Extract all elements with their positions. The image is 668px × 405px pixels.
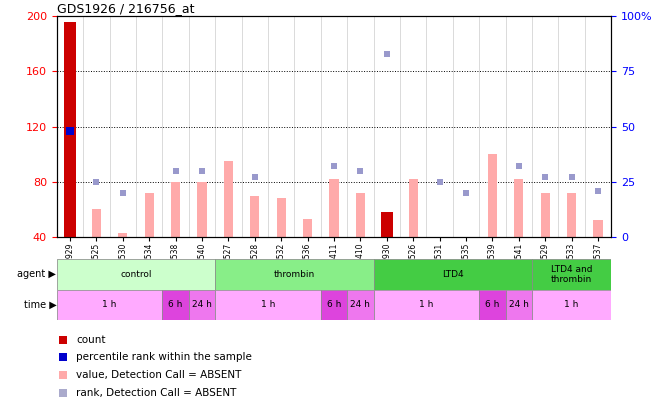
Text: 6 h: 6 h	[327, 300, 341, 309]
Bar	[506, 290, 532, 320]
Bar	[329, 179, 339, 237]
Bar	[64, 22, 76, 237]
Text: LTD4 and
thrombin: LTD4 and thrombin	[551, 265, 593, 284]
Text: time ▶: time ▶	[23, 300, 56, 310]
Text: LTD4: LTD4	[442, 270, 464, 279]
Text: count: count	[76, 335, 106, 345]
Bar	[381, 212, 393, 237]
Bar	[215, 290, 321, 320]
Bar	[321, 290, 347, 320]
Text: 6 h: 6 h	[485, 300, 500, 309]
Bar	[356, 193, 365, 237]
Bar	[540, 193, 550, 237]
Bar	[593, 220, 603, 237]
Bar	[303, 219, 312, 237]
Bar	[347, 290, 373, 320]
Bar	[215, 259, 373, 290]
Bar	[435, 237, 444, 254]
Text: 1 h: 1 h	[420, 300, 434, 309]
Text: 6 h: 6 h	[168, 300, 183, 309]
Bar	[277, 198, 286, 237]
Text: agent ▶: agent ▶	[17, 269, 56, 279]
Bar	[532, 290, 611, 320]
Text: value, Detection Call = ABSENT: value, Detection Call = ABSENT	[76, 371, 242, 380]
Bar	[144, 193, 154, 237]
Bar	[250, 196, 259, 237]
Bar	[409, 179, 418, 237]
Text: 1 h: 1 h	[261, 300, 275, 309]
Bar	[373, 290, 479, 320]
Bar	[514, 179, 524, 237]
Bar	[57, 259, 215, 290]
Text: 1 h: 1 h	[102, 300, 117, 309]
Text: 24 h: 24 h	[351, 300, 370, 309]
Bar	[567, 193, 576, 237]
Text: 24 h: 24 h	[192, 300, 212, 309]
Bar	[479, 290, 506, 320]
Bar	[92, 209, 101, 237]
Bar	[532, 259, 611, 290]
Bar	[224, 161, 233, 237]
Bar	[373, 259, 532, 290]
Text: rank, Detection Call = ABSENT: rank, Detection Call = ABSENT	[76, 388, 236, 399]
Text: control: control	[120, 270, 152, 279]
Bar	[118, 233, 128, 237]
Bar	[162, 290, 189, 320]
Bar	[462, 237, 471, 240]
Text: 24 h: 24 h	[509, 300, 529, 309]
Bar	[197, 182, 206, 237]
Bar	[189, 290, 215, 320]
Text: GDS1926 / 216756_at: GDS1926 / 216756_at	[57, 2, 194, 15]
Bar	[57, 290, 162, 320]
Text: 1 h: 1 h	[564, 300, 578, 309]
Text: thrombin: thrombin	[274, 270, 315, 279]
Bar	[488, 154, 497, 237]
Text: percentile rank within the sample: percentile rank within the sample	[76, 352, 252, 362]
Bar	[171, 182, 180, 237]
